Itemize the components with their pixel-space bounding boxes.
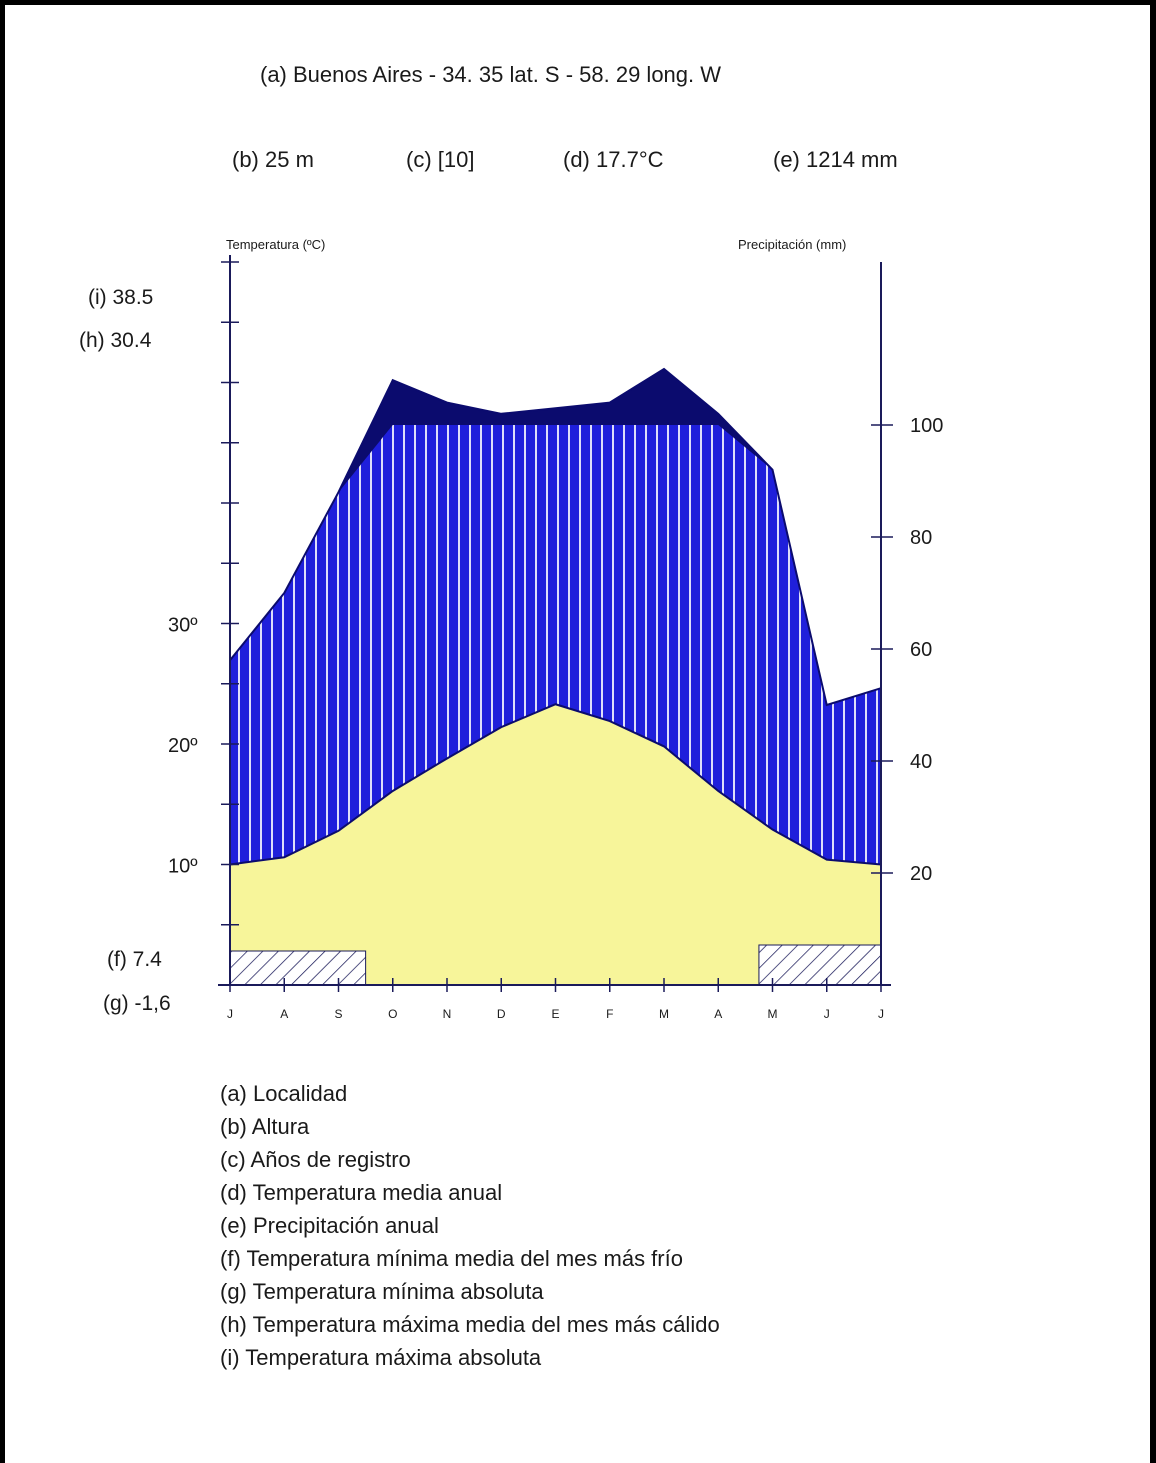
precipitation-axis-title: Precipitación (mm) bbox=[738, 237, 846, 252]
precipitation-tick-label: 100 bbox=[910, 415, 943, 437]
temperature-tick-label: 10º bbox=[168, 856, 198, 878]
legend-item-b: (b) Altura bbox=[220, 1114, 310, 1139]
month-label: O bbox=[388, 1007, 397, 1021]
month-label: M bbox=[659, 1007, 669, 1021]
abs-max-label: (i) 38.5 bbox=[88, 286, 153, 309]
locality-title: (a) Buenos Aires - 34. 35 lat. S - 58. 2… bbox=[260, 62, 721, 87]
frost-band-winter-1 bbox=[229, 950, 367, 986]
mean-max-label: (h) 30.4 bbox=[79, 329, 152, 352]
temperature-tick-label: 20º bbox=[168, 735, 198, 757]
legend-item-d: (d) Temperatura media anual bbox=[220, 1180, 502, 1205]
temperature-axis-title: Temperatura (ºC) bbox=[226, 237, 325, 252]
month-label: E bbox=[551, 1007, 559, 1021]
month-label: J bbox=[824, 1007, 830, 1021]
precipitation-tick-label: 60 bbox=[910, 639, 932, 661]
legend-item-g: (g) Temperatura mínima absoluta bbox=[220, 1279, 544, 1304]
annual-precip-label: (e) 1214 mm bbox=[773, 147, 898, 172]
month-label: D bbox=[497, 1007, 506, 1021]
frost-band-winter-2 bbox=[758, 944, 882, 986]
precipitation-tick-label: 20 bbox=[910, 863, 932, 885]
precipitation-line bbox=[229, 367, 882, 707]
mean-min-label: (f) 7.4 bbox=[107, 948, 162, 971]
legend-item-a: (a) Localidad bbox=[220, 1081, 347, 1106]
month-label: S bbox=[334, 1007, 342, 1021]
legend: (a) Localidad (b) Altura (c) Años de reg… bbox=[220, 1081, 720, 1370]
abs-min-label: (g) -1,6 bbox=[103, 992, 171, 1015]
legend-item-i: (i) Temperatura máxima absoluta bbox=[220, 1345, 542, 1370]
month-label: A bbox=[714, 1007, 722, 1021]
legend-item-e: (e) Precipitación anual bbox=[220, 1213, 439, 1238]
plot-area: 30º20º10º20010080604020JASONDEFMAMJJ bbox=[168, 255, 943, 1021]
legend-item-f: (f) Temperatura mínima media del mes más… bbox=[220, 1246, 683, 1271]
month-label: J bbox=[227, 1007, 233, 1021]
temperature-tick-label: 30º bbox=[168, 615, 198, 637]
month-label: F bbox=[606, 1007, 613, 1021]
legend-item-h: (h) Temperatura máxima media del mes más… bbox=[220, 1312, 720, 1337]
month-label: A bbox=[280, 1007, 288, 1021]
precipitation-tick-label: 40 bbox=[910, 751, 932, 773]
altitude-label: (b) 25 m bbox=[232, 147, 314, 172]
years-label: (c) [10] bbox=[406, 147, 474, 172]
temperature-line bbox=[229, 703, 882, 866]
month-label: N bbox=[443, 1007, 452, 1021]
month-label: M bbox=[768, 1007, 778, 1021]
month-label: J bbox=[878, 1007, 884, 1021]
legend-item-c: (c) Años de registro bbox=[220, 1147, 411, 1172]
mean-temp-label: (d) 17.7°C bbox=[563, 147, 664, 172]
temperature-area bbox=[230, 704, 881, 985]
precipitation-tick-label: 80 bbox=[910, 527, 932, 549]
